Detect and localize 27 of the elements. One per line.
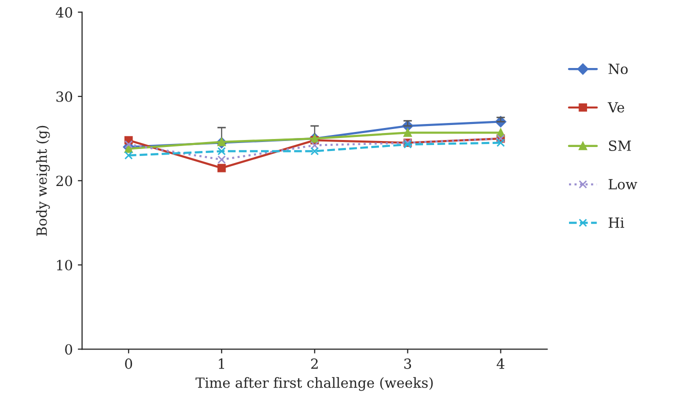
point [310,141,319,150]
x-tick-label: 2 [311,358,318,369]
point [403,128,412,137]
y-axis-title: Body weight (g) [36,126,50,236]
legend-label: Hi [608,217,624,228]
point [217,138,226,146]
point [310,147,319,156]
x-axis-title: Time after first challenge (weeks) [196,377,433,391]
y-tick-label: 40 [56,7,72,18]
y-tick-label: 0 [65,344,72,355]
point [124,151,133,160]
y-tick-label: 10 [57,260,72,270]
point [217,164,226,172]
x-tick-label: 1 [218,358,224,369]
legend-label: Ve [608,102,624,113]
x-tick-label: 0 [125,358,132,369]
point [124,140,133,149]
x-tick-label: 3 [404,358,412,369]
legend-label: No [608,64,628,74]
x-tick-label: 4 [496,358,504,369]
point [217,147,226,156]
legend-label: Low [608,179,638,190]
point [217,155,226,164]
y-tick-label: 20 [56,176,72,186]
legend-label: SM [609,140,631,151]
point [496,138,505,147]
y-tick-label: 30 [56,91,72,102]
